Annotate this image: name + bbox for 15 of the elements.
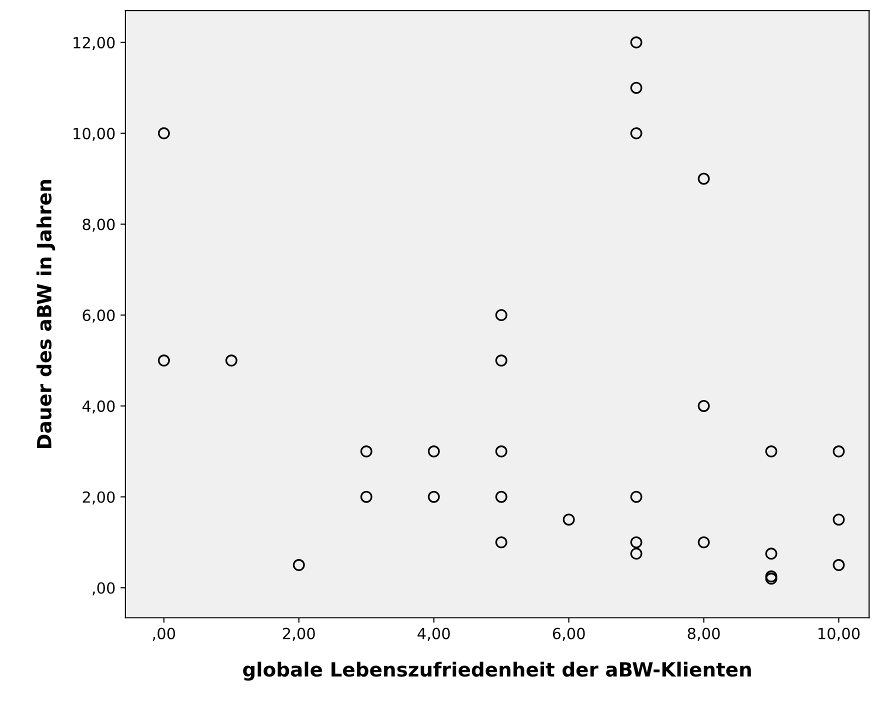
- y-tick-label: 10,00: [74, 128, 115, 141]
- x-tick-label: ,00: [152, 628, 176, 641]
- y-tick-label: 4,00: [82, 400, 115, 414]
- x-tick-label: 6,00: [552, 628, 585, 641]
- y-tick-label: 12,00: [74, 36, 115, 50]
- x-axis-title: globale Lebenszufriedenheit der aBW-Klienten: [243, 662, 751, 681]
- y-tick-label: 2,00: [82, 491, 115, 504]
- y-tick-label: 8,00: [82, 218, 115, 232]
- y-tick-label: 6,00: [82, 310, 115, 323]
- x-tick-label: 8,00: [688, 628, 720, 641]
- y-axis-title: Dauer des aBW in Jahren: [36, 180, 56, 448]
- x-tick-label: 2,00: [282, 628, 315, 641]
- x-tick-label: 4,00: [418, 628, 450, 641]
- y-tick-label: ,00: [92, 582, 115, 596]
- x-tick-label: 10,00: [818, 628, 860, 641]
